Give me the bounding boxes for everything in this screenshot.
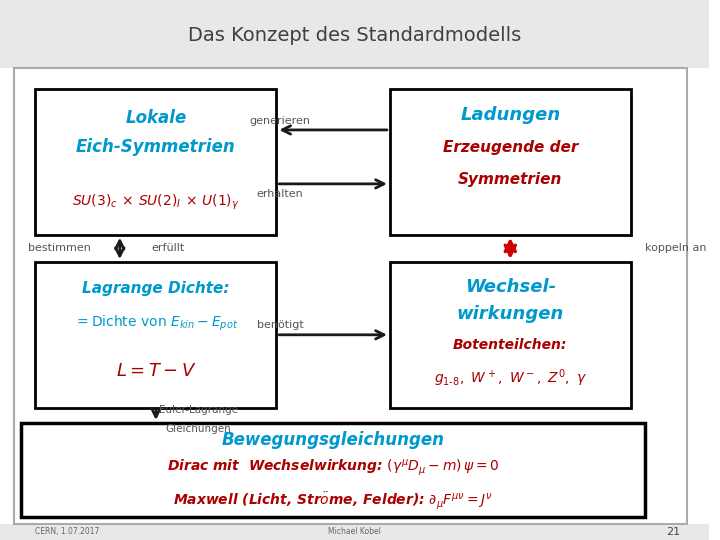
Text: Botenteilchen:: Botenteilchen: bbox=[453, 338, 567, 352]
Text: wirkungen: wirkungen bbox=[456, 306, 564, 323]
Text: CERN, 1.07.2017: CERN, 1.07.2017 bbox=[35, 528, 100, 536]
Text: Michael Kobel: Michael Kobel bbox=[328, 528, 381, 536]
Text: Ladungen: Ladungen bbox=[460, 106, 560, 124]
Text: $SU(3)_c\,\times\,SU(2)_I\,\times\,U(1)_\gamma$: $SU(3)_c\,\times\,SU(2)_I\,\times\,U(1)_… bbox=[72, 193, 240, 212]
Text: $= \mathrm{Dichte\ von}\ E_{kin} - E_{pot}$: $= \mathrm{Dichte\ von}\ E_{kin} - E_{po… bbox=[74, 314, 238, 333]
Text: koppeln an: koppeln an bbox=[645, 244, 706, 253]
Text: erhalten: erhalten bbox=[256, 189, 303, 199]
FancyBboxPatch shape bbox=[0, 0, 708, 68]
Text: Erzeugende der: Erzeugende der bbox=[443, 140, 578, 155]
Text: Lokale: Lokale bbox=[125, 109, 186, 127]
FancyBboxPatch shape bbox=[22, 423, 645, 517]
FancyBboxPatch shape bbox=[14, 68, 688, 524]
Text: Wechsel-: Wechsel- bbox=[464, 278, 556, 296]
Text: generieren: generieren bbox=[249, 116, 310, 126]
Text: Maxwell (Licht, Str$\ddot{o}$me, Felder): $\partial_\mu F^{\mu\nu} = J^\nu$: Maxwell (Licht, Str$\ddot{o}$me, Felder)… bbox=[173, 490, 493, 511]
Text: 21: 21 bbox=[666, 527, 680, 537]
Text: Bewegungsgleichungen: Bewegungsgleichungen bbox=[222, 431, 444, 449]
Text: erfüllt: erfüllt bbox=[151, 244, 184, 253]
FancyBboxPatch shape bbox=[0, 524, 708, 540]
Text: benötigt: benötigt bbox=[256, 320, 303, 329]
Text: $g_{1\text{-}8},\ W^+,\ W^-,\ Z^0,\ \gamma$: $g_{1\text{-}8},\ W^+,\ W^-,\ Z^0,\ \gam… bbox=[433, 368, 587, 389]
Text: Euler-Lagrange: Euler-Lagrange bbox=[159, 405, 238, 415]
Text: Gleichungen: Gleichungen bbox=[166, 424, 231, 434]
Text: Symmetrien: Symmetrien bbox=[458, 172, 562, 187]
FancyBboxPatch shape bbox=[390, 262, 631, 408]
FancyBboxPatch shape bbox=[35, 262, 276, 408]
FancyBboxPatch shape bbox=[390, 89, 631, 235]
Text: Das Konzept des Standardmodells: Das Konzept des Standardmodells bbox=[188, 25, 521, 45]
Text: bestimmen: bestimmen bbox=[28, 244, 91, 253]
Text: Eich-Symmetrien: Eich-Symmetrien bbox=[76, 138, 235, 157]
Text: Dirac mit  Wechselwirkung: $(\gamma^\mu D_\mu - m)\,\psi = 0$: Dirac mit Wechselwirkung: $(\gamma^\mu D… bbox=[167, 458, 499, 478]
Text: $L = T - V$: $L = T - V$ bbox=[116, 362, 197, 380]
FancyBboxPatch shape bbox=[35, 89, 276, 235]
Text: Lagrange Dichte:: Lagrange Dichte: bbox=[82, 281, 230, 295]
